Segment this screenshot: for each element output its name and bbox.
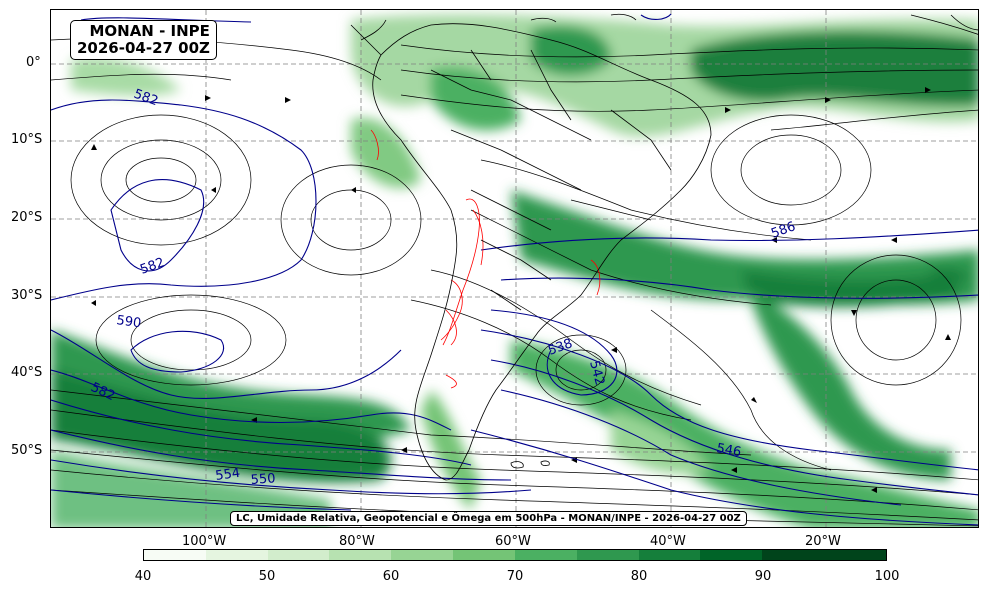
colorbar-segment <box>638 550 701 560</box>
run-time: 2026-04-27 00Z <box>77 39 210 57</box>
lat-label: 0° <box>26 55 41 70</box>
streamlines <box>51 37 978 527</box>
colorbar-segment <box>205 550 268 560</box>
colorbar-segment <box>144 550 206 560</box>
streamline-arrows <box>91 87 951 493</box>
lat-label: 40°S <box>11 365 43 380</box>
map-canvas <box>51 10 978 527</box>
lon-label: 100°W <box>182 534 227 549</box>
colorbar-segment <box>700 550 763 560</box>
colorbar-segment <box>329 550 392 560</box>
map-title: MONAN - INPE 2026-04-27 00Z <box>70 20 217 60</box>
lon-label: 60°W <box>495 534 531 549</box>
map-panel <box>50 9 979 528</box>
model-name: MONAN - INPE <box>89 22 210 40</box>
colorbar-segment <box>824 550 886 560</box>
lon-label: 20°W <box>805 534 841 549</box>
lon-label: 40°W <box>650 534 686 549</box>
map-caption: LC, Umidade Relativa, Geopotencial e Ôme… <box>230 511 747 526</box>
lat-label: 50°S <box>11 443 43 458</box>
coastlines <box>350 13 978 481</box>
lat-label: 20°S <box>11 210 43 225</box>
omega-contours <box>370 129 601 389</box>
colorbar-segment <box>576 550 639 560</box>
colorbar-tick: 50 <box>258 569 276 584</box>
colorbar-segment <box>762 550 825 560</box>
colorbar-segment <box>267 550 330 560</box>
colorbar-tick: 60 <box>382 569 400 584</box>
colorbar-segment <box>453 550 515 560</box>
colorbar-segment <box>391 550 454 560</box>
humidity-colorbar <box>143 549 887 561</box>
colorbar-tick: 90 <box>754 569 772 584</box>
colorbar-tick: 80 <box>630 569 648 584</box>
geopotential-contours <box>51 13 978 526</box>
humidity-shading <box>51 14 978 527</box>
colorbar-tick: 100 <box>874 569 900 584</box>
lat-label: 10°S <box>11 132 43 147</box>
colorbar-segment <box>514 550 577 560</box>
grid-lines <box>51 10 978 527</box>
colorbar-tick: 70 <box>506 569 524 584</box>
lat-label: 30°S <box>11 288 43 303</box>
colorbar-tick: 40 <box>134 569 152 584</box>
lon-label: 80°W <box>339 534 375 549</box>
